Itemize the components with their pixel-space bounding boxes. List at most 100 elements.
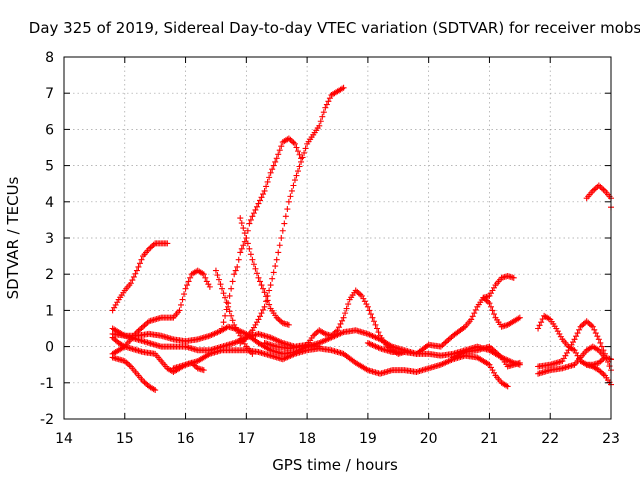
data-point (135, 263, 142, 270)
y-tick-label: 8 (45, 50, 54, 66)
data-point (536, 322, 543, 329)
data-point (556, 330, 563, 337)
data-point (253, 270, 260, 277)
data-point (369, 314, 376, 321)
data-point (554, 328, 561, 335)
x-tick-label: 18 (298, 431, 316, 447)
data-point (559, 358, 566, 365)
y-tick-label: 5 (45, 159, 54, 175)
chart-title: Day 325 of 2019, Sidereal Day-to-day VTE… (29, 19, 640, 37)
data-point (121, 358, 128, 365)
data-point (360, 295, 367, 302)
data-point (252, 265, 259, 272)
data-point (557, 333, 564, 340)
data-point (489, 367, 496, 374)
data-point (127, 280, 134, 287)
data-point (535, 325, 542, 332)
y-tick-label: 4 (45, 195, 54, 211)
data-point (261, 187, 268, 194)
data-point (573, 333, 580, 340)
data-point (109, 307, 116, 314)
data-point (469, 313, 476, 320)
data-point (483, 297, 490, 304)
data-point (604, 358, 611, 365)
data-point (366, 307, 373, 314)
data-point (124, 360, 131, 367)
data-point (291, 140, 298, 147)
data-point (234, 263, 241, 270)
data-point (273, 155, 280, 162)
data-point (487, 364, 494, 371)
data-point (577, 323, 584, 330)
data-point (471, 310, 478, 317)
data-point (250, 210, 257, 217)
y-tick-label: 1 (45, 303, 54, 319)
data-point (591, 326, 598, 333)
y-axis-label: SDTVAR / TECUs (4, 176, 22, 299)
data-point (249, 350, 256, 357)
data-point (112, 301, 119, 308)
data-point (205, 281, 212, 288)
data-point (468, 316, 475, 323)
data-point (273, 256, 280, 263)
data-point (129, 277, 136, 284)
data-point (296, 151, 303, 158)
data-point (269, 275, 276, 282)
data-point (182, 285, 189, 292)
data-point (293, 172, 300, 179)
data-point (214, 272, 221, 279)
data-point (187, 274, 194, 281)
data-point (133, 267, 140, 274)
data-point (445, 336, 452, 343)
data-point (472, 306, 479, 313)
data-point (311, 331, 318, 338)
data-point (266, 301, 273, 308)
data-point (111, 304, 118, 311)
y-tick-label: -2 (40, 412, 54, 428)
data-point (600, 347, 607, 354)
data-point (250, 324, 257, 331)
data-point (571, 336, 578, 343)
data-point (595, 182, 602, 189)
data-point (361, 298, 368, 305)
x-tick-label: 16 (177, 431, 195, 447)
data-point (267, 282, 274, 289)
data-point (358, 292, 365, 299)
data-point (206, 283, 213, 290)
data-point (243, 235, 250, 241)
data-point (340, 314, 347, 321)
data-point (560, 355, 567, 362)
x-tick-label: 15 (116, 431, 134, 447)
data-point (226, 292, 233, 299)
data-point (592, 330, 599, 337)
x-tick-label: 23 (602, 431, 620, 447)
data-point (143, 320, 150, 327)
data-point (600, 186, 607, 193)
data-point (562, 352, 569, 359)
x-axis: 14 15 16 17 18 19 20 21 22 23 (55, 57, 620, 447)
data-point (114, 299, 121, 306)
y-tick-label: -1 (40, 376, 54, 392)
data-point (288, 187, 295, 194)
data-point (606, 363, 613, 370)
data-point (138, 325, 145, 332)
data-point (223, 299, 230, 306)
data-point (150, 241, 157, 248)
data-point (343, 305, 350, 312)
x-tick-label: 17 (237, 431, 255, 447)
data-point (437, 343, 444, 350)
data-point (326, 95, 333, 102)
data-point (291, 177, 298, 184)
data-point (241, 238, 248, 245)
data-point (215, 276, 222, 283)
data-point (597, 183, 604, 190)
data-point (299, 154, 306, 161)
data-point (446, 335, 453, 342)
data-point (516, 314, 523, 321)
data-point (140, 323, 147, 330)
data-point (202, 274, 209, 281)
data-point (284, 206, 291, 213)
data-point (442, 339, 449, 346)
data-point (275, 151, 282, 158)
